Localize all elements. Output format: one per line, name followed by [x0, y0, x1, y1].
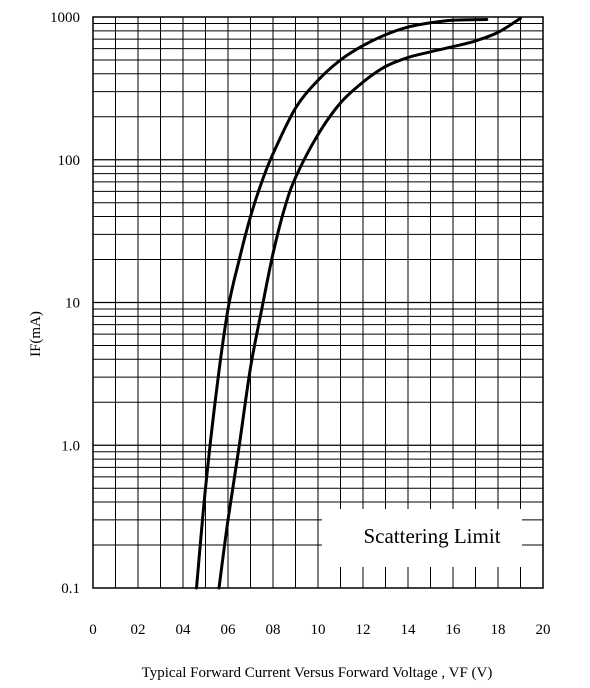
x-tick-label: 02 [131, 622, 146, 638]
x-tick-label: 0 [89, 622, 97, 638]
x-tick-labels: 0 02 04 06 08 10 12 14 16 18 20 [89, 622, 550, 638]
y-tick-label: 100 [58, 153, 81, 169]
x-tick-label: 10 [311, 622, 326, 638]
x-tick-label: 20 [536, 622, 551, 638]
grid-lines [93, 17, 543, 588]
series-line-1 [195, 18, 489, 590]
y-tick-label: 0.1 [61, 581, 80, 597]
legend: Scattering Limit [322, 509, 522, 567]
series-line-2 [217, 16, 522, 590]
legend-label: Scattering Limit [363, 524, 500, 548]
plot-frame [92, 16, 544, 589]
y-tick-labels: 0.1 1.0 10 100 1000 [50, 10, 80, 597]
legend-box [322, 509, 522, 567]
x-tick-label: 12 [356, 622, 371, 638]
x-tick-label: 14 [401, 622, 417, 638]
x-axis-title: Typical Forward Current Versus Forward V… [142, 665, 493, 681]
x-tick-label: 18 [491, 622, 506, 638]
x-tick-label: 04 [176, 622, 192, 638]
data-curves [195, 16, 522, 590]
x-tick-label: 06 [221, 622, 237, 638]
x-tick-label: 16 [446, 622, 462, 638]
y-axis-title: IF(mA) [28, 311, 44, 357]
x-tick-label: 08 [266, 622, 281, 638]
y-tick-label: 1.0 [61, 438, 80, 454]
y-tick-label: 1000 [50, 10, 80, 26]
y-tick-label: 10 [65, 296, 80, 312]
